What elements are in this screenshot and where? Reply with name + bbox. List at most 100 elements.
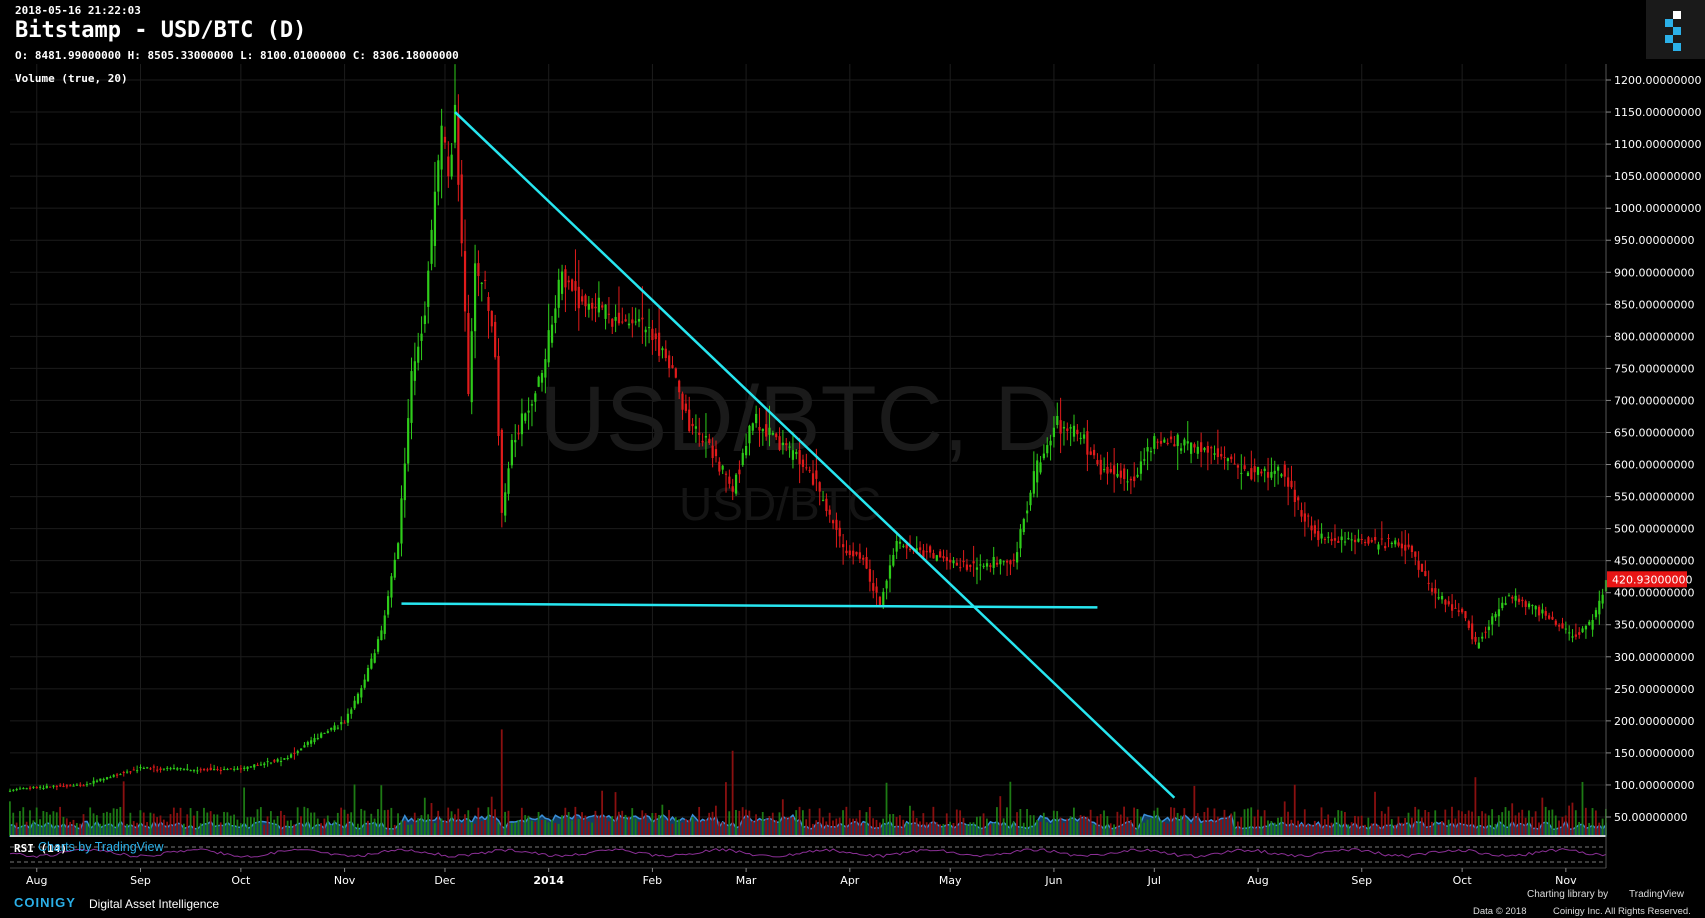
volume-bar xyxy=(92,813,95,836)
volume-bar xyxy=(112,808,115,836)
candle-body xyxy=(571,279,574,291)
volume-bar xyxy=(1357,816,1360,836)
volume-bar xyxy=(484,819,486,836)
candle-body xyxy=(494,321,497,358)
volume-bar xyxy=(1149,818,1152,836)
volume-bar xyxy=(1467,810,1470,836)
candle-body xyxy=(664,348,667,358)
tradingview-link[interactable]: TradingView xyxy=(1629,889,1685,900)
candle-body xyxy=(534,393,537,402)
volume-bar xyxy=(276,816,279,836)
rsi-label[interactable]: RSI (14) xyxy=(14,842,67,855)
volume-bar xyxy=(644,813,647,836)
candle-body xyxy=(1220,453,1223,457)
candle-body xyxy=(1594,610,1598,618)
candle-body xyxy=(1156,441,1159,443)
volume-bar xyxy=(517,819,520,836)
candle-body xyxy=(601,305,604,308)
volume-bar xyxy=(520,807,523,836)
volume-bar xyxy=(1400,822,1403,836)
volume-bar xyxy=(1116,811,1119,836)
coinigy-brand[interactable]: COINIGY xyxy=(14,895,76,910)
volume-bar xyxy=(721,822,724,836)
candle-body xyxy=(28,787,32,789)
charting-library-by: Charting library by xyxy=(1527,889,1609,900)
candle-body xyxy=(624,319,627,322)
candle-body xyxy=(477,263,480,276)
candle-body xyxy=(825,498,828,512)
candle-body xyxy=(370,658,373,669)
volume-bar xyxy=(909,805,911,836)
candle-body xyxy=(233,768,236,770)
candle-body xyxy=(1377,544,1380,550)
volume-bar xyxy=(955,809,958,836)
price-tick-label: 650.00000000 xyxy=(1614,426,1694,439)
volume-bar xyxy=(815,820,818,836)
candle-body xyxy=(935,555,938,561)
coinigy-logo[interactable] xyxy=(1646,0,1705,59)
volume-bar xyxy=(102,812,105,836)
candle-body xyxy=(1046,445,1049,454)
candle-body xyxy=(704,436,708,438)
candle-body xyxy=(647,327,651,329)
volume-bar xyxy=(367,820,369,836)
volume-bar xyxy=(694,821,697,836)
candle-body xyxy=(129,771,132,773)
volume-bar xyxy=(621,810,624,836)
candle-body xyxy=(972,561,975,564)
candle-body xyxy=(504,492,507,516)
volume-bar xyxy=(132,821,135,836)
candle-body xyxy=(8,790,12,792)
candle-body xyxy=(975,567,979,570)
volume-bar xyxy=(865,812,868,836)
volume-bar xyxy=(494,809,496,836)
candle-body xyxy=(1494,614,1497,618)
candle-body xyxy=(999,559,1002,565)
volume-bar xyxy=(243,787,246,836)
volume-bar xyxy=(303,806,306,836)
volume-bar xyxy=(1123,806,1125,836)
candle-body xyxy=(758,426,761,431)
candle-body xyxy=(1390,542,1393,545)
volume-bar xyxy=(1561,816,1564,836)
candle-body xyxy=(564,269,567,288)
time-tick-label: Jun xyxy=(1044,874,1062,887)
volume-bar xyxy=(1584,807,1587,836)
volume-bar xyxy=(658,814,660,836)
volume-bar xyxy=(152,813,155,836)
candle-body xyxy=(1447,601,1450,605)
volume-bar xyxy=(795,810,798,836)
candle-body xyxy=(1323,538,1327,540)
candle-body xyxy=(500,429,503,513)
volume-bar xyxy=(638,821,640,836)
candle-body xyxy=(567,280,570,283)
volume-bar xyxy=(1474,777,1477,836)
volume-bar xyxy=(1280,816,1283,836)
volume-bar xyxy=(852,818,854,836)
volume-study-label[interactable]: Volume (true, 20) xyxy=(15,72,128,85)
candle-body xyxy=(1307,515,1310,517)
volume-bar xyxy=(691,817,694,836)
candle-body xyxy=(256,764,259,766)
candle-body xyxy=(755,413,758,424)
candle-body xyxy=(818,482,821,492)
candle-body xyxy=(1397,542,1400,546)
candle-body xyxy=(306,742,309,745)
volume-bar xyxy=(19,811,21,836)
volume-bar xyxy=(407,824,409,836)
candle-body xyxy=(1173,444,1176,447)
candle-body xyxy=(661,348,664,351)
volume-bar xyxy=(711,811,714,836)
candle-body xyxy=(761,428,764,432)
volume-bar xyxy=(1594,810,1597,836)
volume-bar xyxy=(939,824,941,836)
candle-body xyxy=(109,777,112,779)
candle-body xyxy=(266,761,269,763)
candle-body xyxy=(1032,471,1035,494)
candle-body xyxy=(674,368,677,378)
volume-bar xyxy=(842,810,844,836)
charts-by-tradingview-link[interactable]: Charts by TradingView xyxy=(38,840,164,854)
volume-bar xyxy=(1354,815,1356,836)
candle-body xyxy=(450,154,453,177)
